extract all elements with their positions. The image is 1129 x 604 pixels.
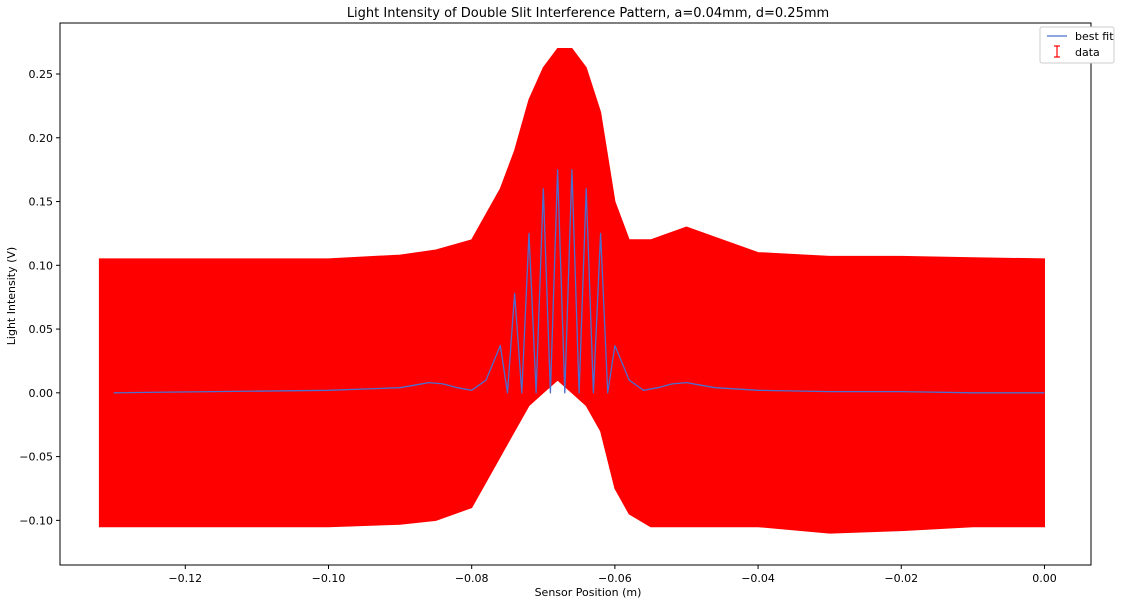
x-tick-label: −0.04	[741, 572, 775, 585]
legend-fit-label: best fit	[1075, 30, 1114, 43]
x-axis-label: Sensor Position (m)	[535, 586, 642, 599]
y-tick-label: −0.10	[19, 514, 53, 527]
x-tick-label: −0.02	[884, 572, 918, 585]
chart-title: Light Intensity of Double Slit Interfere…	[347, 6, 829, 21]
best-fit-line	[113, 169, 1045, 394]
legend: best fit data	[1039, 26, 1115, 64]
x-axis-ticks: −0.12 −0.10 −0.08 −0.06 −0.04 −0.02 0.00	[168, 565, 1057, 585]
y-tick-label: 0.20	[29, 132, 54, 145]
fit-line-group	[113, 169, 1045, 394]
y-tick-label: 0.00	[29, 387, 54, 400]
legend-data-label: data	[1075, 46, 1100, 59]
plot-area	[59, 22, 1092, 566]
y-axis-ticks: −0.10 −0.05 0.00 0.05 0.10 0.15 0.20 0.25	[19, 68, 60, 527]
data-errorbar-envelope	[98, 48, 1045, 534]
y-tick-label: 0.10	[29, 259, 54, 272]
legend-data-swatch	[1054, 45, 1060, 58]
x-tick-label: 0.00	[1032, 572, 1057, 585]
x-tick-label: −0.06	[598, 572, 632, 585]
y-tick-label: 0.05	[29, 323, 54, 336]
y-tick-label: 0.25	[29, 68, 54, 81]
data-band-group	[98, 48, 1045, 534]
x-tick-label: −0.08	[455, 572, 489, 585]
axes-frame	[59, 22, 1092, 566]
y-axis-label: Light Intensity (V)	[5, 247, 18, 345]
y-tick-label: −0.05	[19, 451, 53, 464]
x-tick-label: −0.10	[312, 572, 346, 585]
x-tick-label: −0.12	[168, 572, 202, 585]
y-tick-label: 0.15	[29, 196, 54, 209]
